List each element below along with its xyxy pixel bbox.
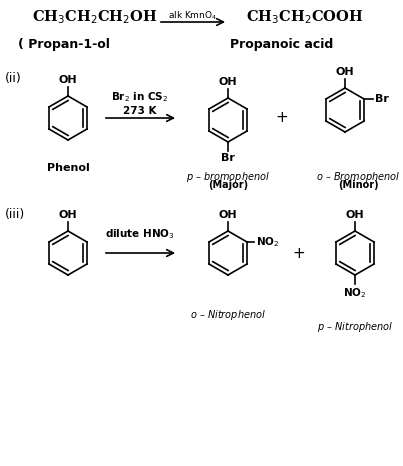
Text: (Major): (Major) [208, 180, 248, 190]
Text: $p$ – bromophenol: $p$ – bromophenol [186, 170, 270, 184]
Text: NO$_2$: NO$_2$ [256, 235, 280, 249]
Text: Br: Br [375, 94, 389, 104]
Text: +: + [293, 246, 305, 260]
Text: OH: OH [219, 210, 237, 220]
Text: $o$ – Nitrophenol: $o$ – Nitrophenol [190, 308, 266, 322]
Text: CH$_3$CH$_2$CH$_2$OH: CH$_3$CH$_2$CH$_2$OH [32, 8, 158, 26]
Text: $o$ – Bromophenol: $o$ – Bromophenol [316, 170, 400, 184]
Text: (Minor): (Minor) [338, 180, 378, 190]
Text: CH$_3$CH$_2$COOH: CH$_3$CH$_2$COOH [246, 8, 364, 26]
Text: NO$_2$: NO$_2$ [343, 286, 367, 300]
Text: Br: Br [221, 153, 235, 163]
Text: $p$ – Nitrophenol: $p$ – Nitrophenol [317, 320, 393, 334]
Text: Propanoic acid: Propanoic acid [230, 38, 333, 51]
Text: ( Propan-1-ol: ( Propan-1-ol [18, 38, 110, 51]
Text: 273 K: 273 K [123, 106, 157, 116]
Text: (ii): (ii) [5, 72, 22, 85]
Text: OH: OH [59, 210, 77, 220]
Text: dilute HNO$_3$: dilute HNO$_3$ [105, 227, 175, 241]
Text: alk KmnO$_4$: alk KmnO$_4$ [168, 10, 218, 22]
Text: OH: OH [346, 210, 364, 220]
Text: OH: OH [336, 67, 354, 77]
Text: +: + [276, 110, 289, 125]
Text: Br$_2$ in CS$_2$: Br$_2$ in CS$_2$ [111, 90, 168, 104]
Text: OH: OH [59, 75, 77, 85]
Text: OH: OH [219, 77, 237, 87]
Text: Phenol: Phenol [47, 163, 89, 173]
Text: (iii): (iii) [5, 208, 25, 221]
